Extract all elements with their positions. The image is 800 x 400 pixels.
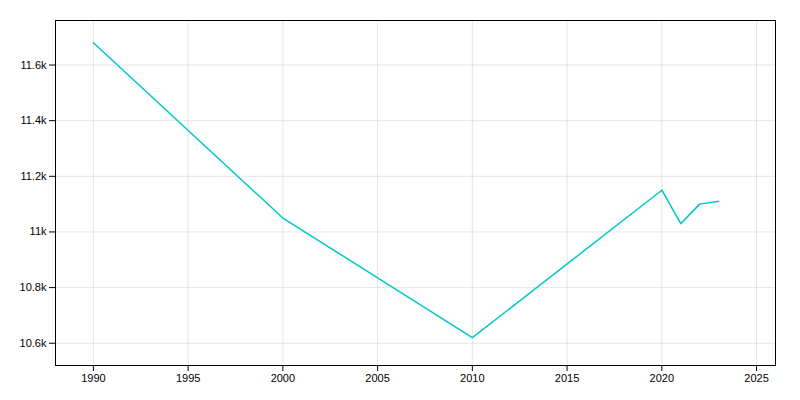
- svg-text:11.4k: 11.4k: [20, 114, 47, 126]
- svg-text:1995: 1995: [176, 372, 200, 384]
- svg-text:2010: 2010: [460, 372, 484, 384]
- svg-text:2000: 2000: [271, 372, 295, 384]
- svg-text:10.8k: 10.8k: [20, 281, 47, 293]
- svg-text:2020: 2020: [650, 372, 674, 384]
- svg-text:10.6k: 10.6k: [20, 337, 47, 349]
- svg-text:11.6k: 11.6k: [20, 59, 47, 71]
- svg-text:11.2k: 11.2k: [20, 170, 47, 182]
- svg-text:2015: 2015: [555, 372, 579, 384]
- svg-text:2025: 2025: [744, 372, 768, 384]
- svg-text:11k: 11k: [30, 225, 47, 237]
- svg-text:1990: 1990: [81, 372, 105, 384]
- svg-text:2005: 2005: [365, 372, 389, 384]
